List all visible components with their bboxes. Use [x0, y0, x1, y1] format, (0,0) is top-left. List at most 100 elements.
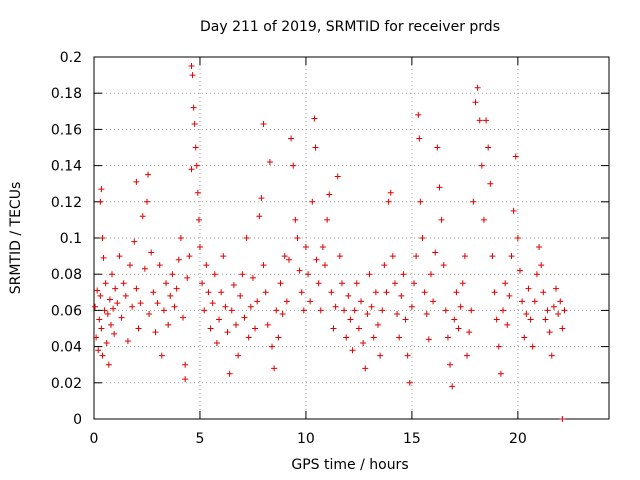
y-tick-label: 0.12 — [51, 195, 82, 211]
data-point — [294, 235, 301, 241]
data-point — [548, 352, 555, 359]
data-point — [160, 307, 167, 314]
data-point — [330, 325, 337, 332]
chart-title: Day 211 of 2019, SRMTID for receiver prd… — [200, 19, 500, 35]
data-point — [343, 334, 350, 341]
data-point — [533, 271, 540, 278]
data-point — [362, 365, 369, 372]
y-tick-label: 0.2 — [60, 50, 82, 66]
data-point — [338, 280, 345, 287]
data-point — [341, 307, 348, 314]
y-tick-label: 0.18 — [51, 86, 82, 102]
data-point — [538, 262, 545, 269]
data-point — [425, 336, 432, 343]
data-point — [191, 120, 198, 127]
data-point — [313, 256, 320, 263]
data-point — [427, 271, 434, 278]
data-point — [241, 314, 248, 321]
data-point — [195, 216, 202, 223]
data-point — [497, 370, 504, 377]
data-point — [190, 104, 197, 111]
data-point — [550, 303, 557, 310]
data-point — [264, 321, 271, 328]
data-point — [480, 216, 487, 223]
data-point — [400, 271, 407, 278]
data-point — [322, 262, 329, 269]
data-point — [555, 311, 562, 318]
data-point — [232, 321, 239, 328]
y-axis-label: SRMTID / TECUs — [8, 182, 24, 295]
data-point — [302, 244, 309, 251]
y-tick-label: 0 — [73, 412, 82, 428]
data-point — [93, 334, 100, 341]
data-point — [419, 235, 426, 241]
data-point — [124, 338, 131, 345]
data-point — [336, 253, 343, 260]
y-tick-label: 0.08 — [51, 267, 82, 283]
data-point — [360, 339, 367, 346]
data-point — [502, 280, 509, 287]
data-point — [279, 311, 286, 318]
data-point — [542, 316, 549, 323]
data-point — [158, 352, 165, 359]
data-point — [491, 289, 498, 296]
data-point — [485, 144, 492, 151]
data-point — [213, 339, 220, 346]
data-point — [245, 334, 252, 341]
data-point — [559, 416, 566, 422]
data-point — [319, 244, 326, 251]
data-point — [122, 292, 129, 299]
data-point — [487, 180, 494, 187]
data-point — [260, 262, 267, 269]
data-point — [129, 303, 136, 310]
data-point — [288, 135, 295, 142]
data-point — [196, 244, 203, 251]
data-point — [211, 271, 218, 278]
data-point — [544, 307, 551, 314]
data-point — [423, 311, 430, 318]
data-point — [461, 253, 468, 260]
data-point — [103, 339, 110, 346]
data-point — [408, 303, 415, 310]
data-point — [239, 271, 246, 278]
data-point — [449, 383, 456, 390]
data-point — [370, 334, 377, 341]
data-point — [364, 311, 371, 318]
data-point — [105, 361, 112, 368]
axis-ticks — [93, 56, 609, 420]
data-point — [133, 285, 140, 292]
data-point — [366, 271, 373, 278]
data-point — [417, 198, 424, 205]
data-point — [143, 198, 150, 205]
data-point — [97, 292, 104, 299]
y-tick-label: 0.02 — [51, 376, 82, 392]
data-point — [148, 249, 155, 256]
data-point — [523, 311, 530, 318]
data-point — [96, 316, 103, 323]
data-point — [470, 198, 477, 205]
data-point — [527, 316, 534, 323]
data-point — [120, 280, 127, 287]
data-point — [205, 289, 212, 296]
data-point — [347, 316, 354, 323]
data-point — [540, 289, 547, 296]
data-point — [495, 343, 502, 350]
data-point — [464, 352, 471, 359]
data-point — [99, 352, 106, 359]
data-point — [235, 352, 242, 359]
data-point — [94, 287, 101, 294]
data-point — [266, 158, 273, 165]
data-point — [415, 111, 422, 118]
data-point — [101, 307, 108, 314]
data-point — [372, 289, 379, 296]
data-point — [553, 285, 560, 292]
data-point — [504, 321, 511, 328]
data-point — [332, 303, 339, 310]
data-point — [387, 189, 394, 196]
data-point — [154, 300, 161, 307]
data-point — [258, 195, 265, 202]
data-point — [334, 173, 341, 180]
data-point — [379, 307, 386, 314]
data-point — [102, 280, 109, 287]
